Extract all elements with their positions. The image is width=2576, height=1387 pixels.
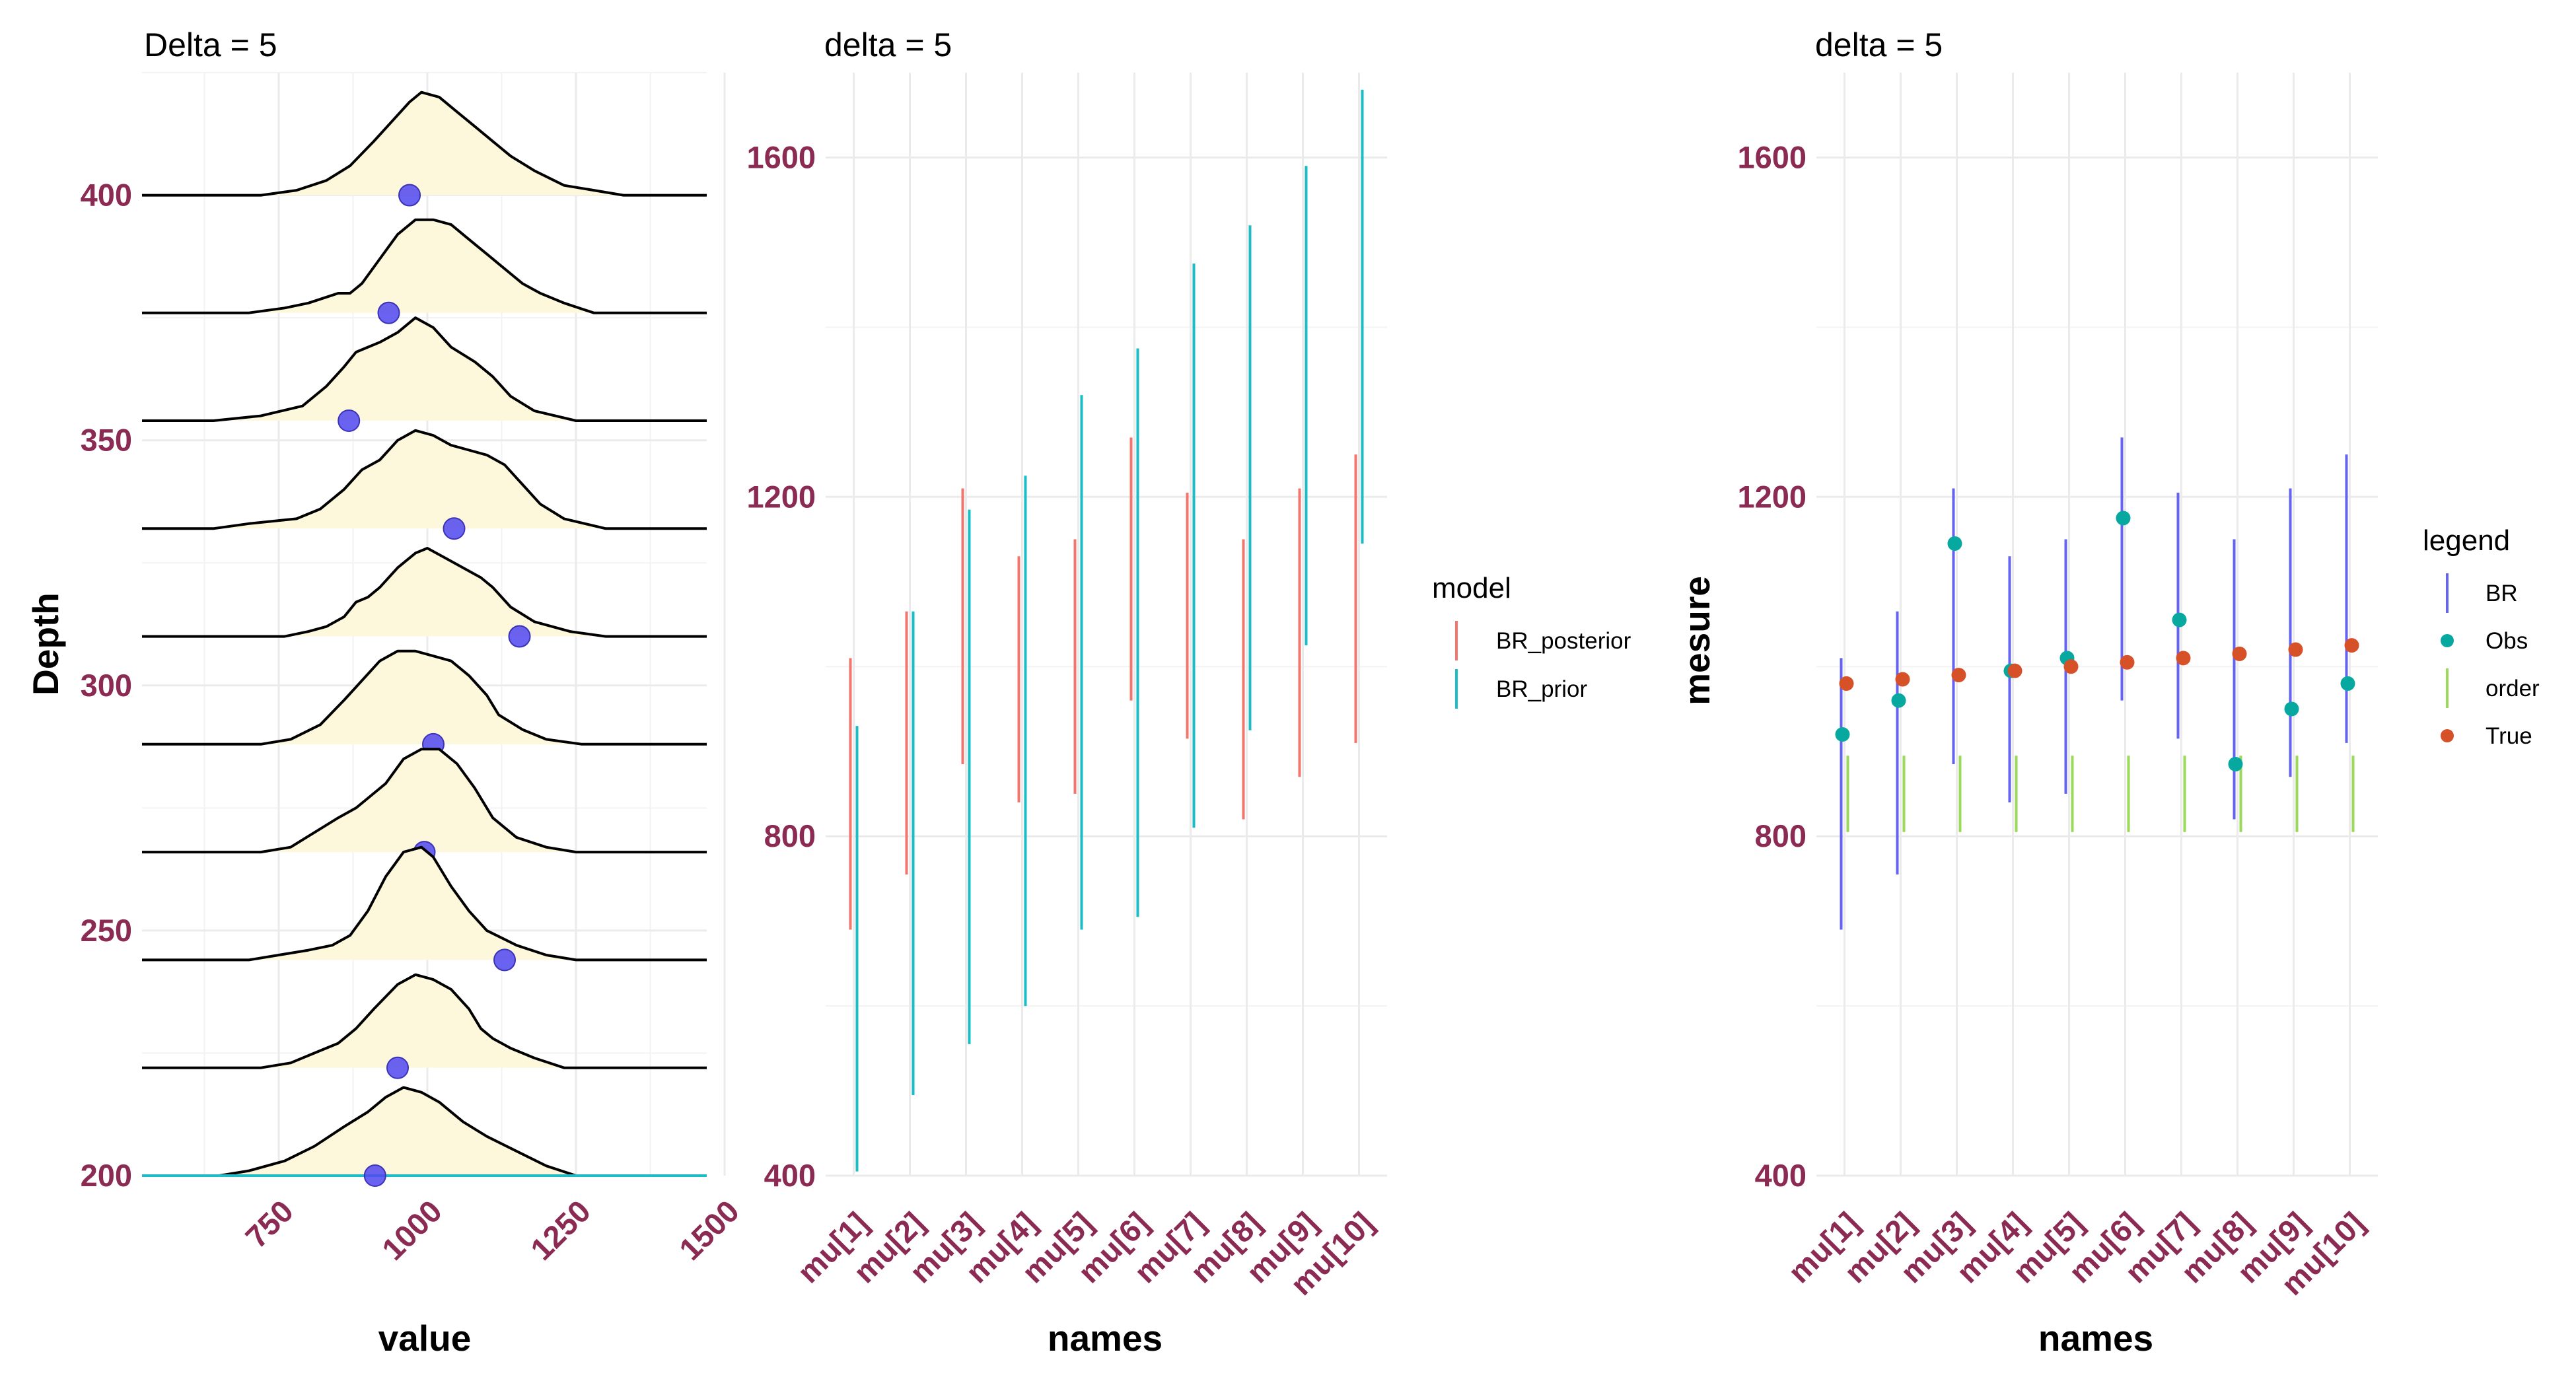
model-range-title: delta = 5 xyxy=(824,26,952,63)
x-tick-label: 1000 xyxy=(375,1193,448,1267)
ridgeline-y-axis-title: Depth xyxy=(25,592,66,695)
ridgeline-panel: Delta = 5 750 1000 1250 1500 200 250 300 350 40… xyxy=(25,26,746,1359)
mesure-y-axis-title: mesure xyxy=(1676,576,1717,705)
y-tick-label: 1600 xyxy=(1737,139,1807,174)
point-obs xyxy=(2228,756,2243,771)
y-tick-label: 400 xyxy=(764,1158,816,1193)
legend-label: BR_posterior xyxy=(1496,628,1631,654)
ridge-area xyxy=(142,847,707,960)
mesure-grid xyxy=(1816,73,2378,1177)
ridgeline-x-ticks: 750 1000 1250 1500 xyxy=(238,1193,746,1267)
ridge-area xyxy=(142,548,707,637)
mesure-x-ticks: mu[1]mu[2]mu[3]mu[4]mu[5]mu[6]mu[7]mu[8]… xyxy=(1781,1205,2371,1302)
model-range-x-axis-title: names xyxy=(1048,1318,1163,1359)
y-tick-label: 350 xyxy=(81,423,132,458)
mesure-x-axis-title: names xyxy=(2038,1318,2153,1359)
legend-label: BR xyxy=(2486,581,2518,606)
y-tick-label: 1600 xyxy=(746,139,816,174)
y-tick-label: 1200 xyxy=(746,479,816,514)
model-range-panel: delta = 5 mu[1]mu[2]mu[3]mu[4]mu[5]mu[6]… xyxy=(746,26,1631,1359)
ridge-area xyxy=(142,749,707,853)
ridge-line xyxy=(142,547,707,638)
ridge-area xyxy=(142,92,707,196)
ridge-area xyxy=(142,974,707,1068)
ridge-line xyxy=(142,316,707,422)
ridge-line xyxy=(142,845,707,962)
ridge-line xyxy=(142,429,707,530)
ridge-line xyxy=(142,90,707,197)
point-true xyxy=(2007,663,2022,678)
mesure-legend: legend BR Obs order True xyxy=(2423,524,2540,749)
legend-label: order xyxy=(2486,676,2540,701)
y-tick-label: 1200 xyxy=(1737,479,1807,514)
ridgeline-y-ticks: 200 250 300 350 400 xyxy=(81,178,132,1193)
mesure-legend-title: legend xyxy=(2423,524,2510,557)
model-range-grid xyxy=(826,73,1387,1177)
ridge-area xyxy=(142,219,707,313)
ridge-point xyxy=(493,948,516,972)
y-tick-label: 300 xyxy=(81,668,132,703)
y-tick-label: 200 xyxy=(81,1158,132,1193)
ridgeline-title: Delta = 5 xyxy=(144,26,277,63)
point-obs xyxy=(1835,727,1850,742)
model-legend: model BR_posterior BR_prior xyxy=(1432,572,1631,709)
y-tick-label: 400 xyxy=(81,178,132,213)
ridge-area xyxy=(142,430,707,529)
point-obs xyxy=(1947,536,1962,551)
point-obs xyxy=(2116,511,2131,526)
point-true xyxy=(1839,676,1854,691)
point-true xyxy=(2176,651,2191,666)
legend-label: Obs xyxy=(2486,628,2528,654)
point-true xyxy=(1951,668,1966,683)
ridge-line xyxy=(142,649,707,746)
ridge-line xyxy=(142,973,707,1069)
legend-label: True xyxy=(2486,723,2532,749)
legend-key-obs xyxy=(2441,634,2454,647)
ridgeline-x-axis-title: value xyxy=(378,1318,472,1359)
x-tick-label: 1250 xyxy=(524,1193,597,1267)
ridge-area xyxy=(142,651,707,744)
point-true xyxy=(2288,642,2303,657)
ridge-point xyxy=(377,301,400,324)
ridge-line xyxy=(142,1086,707,1177)
point-obs xyxy=(2172,612,2187,627)
point-true xyxy=(2232,646,2247,661)
model-legend-title: model xyxy=(1432,572,1511,604)
ridge-line xyxy=(142,748,707,854)
point-true xyxy=(2063,659,2079,674)
point-true xyxy=(2344,638,2359,653)
y-tick-label: 250 xyxy=(81,913,132,948)
mesure-marks xyxy=(1835,437,2359,930)
ridge-point xyxy=(386,1056,409,1079)
ridge-point xyxy=(398,184,421,207)
point-obs xyxy=(2340,676,2355,691)
mesure-panel: delta = 5 mu[1]mu[2]mu[3]mu[4]mu[5]mu[6]… xyxy=(1676,26,2540,1359)
point-true xyxy=(2120,655,2135,670)
legend-key-true xyxy=(2441,729,2454,742)
ridge-area xyxy=(142,1087,707,1176)
model-range-marks xyxy=(849,89,1364,1172)
ridge-point xyxy=(508,625,531,648)
x-tick-label: 750 xyxy=(238,1193,300,1255)
model-range-x-ticks: mu[1]mu[2]mu[3]mu[4]mu[5]mu[6]mu[7]mu[8]… xyxy=(791,1205,1380,1302)
model-range-y-ticks: 400 800 1200 1600 xyxy=(746,139,816,1193)
legend-label: BR_prior xyxy=(1496,676,1587,702)
x-tick-label: 1500 xyxy=(672,1193,746,1267)
ridge-line xyxy=(142,218,707,314)
ridge-point xyxy=(338,409,361,432)
point-obs xyxy=(2284,701,2299,717)
ridge-point xyxy=(363,1164,386,1187)
y-tick-label: 800 xyxy=(764,818,816,853)
ridge-area xyxy=(142,318,707,421)
ridge-point xyxy=(443,517,466,540)
ridgeline-ridges xyxy=(142,90,707,1187)
y-tick-label: 400 xyxy=(1755,1158,1807,1193)
point-true xyxy=(1895,672,1910,687)
y-tick-label: 800 xyxy=(1755,818,1807,853)
mesure-y-ticks: 400 800 1200 1600 xyxy=(1737,139,1807,1193)
mesure-title: delta = 5 xyxy=(1815,26,1943,63)
point-obs xyxy=(1891,693,1906,708)
